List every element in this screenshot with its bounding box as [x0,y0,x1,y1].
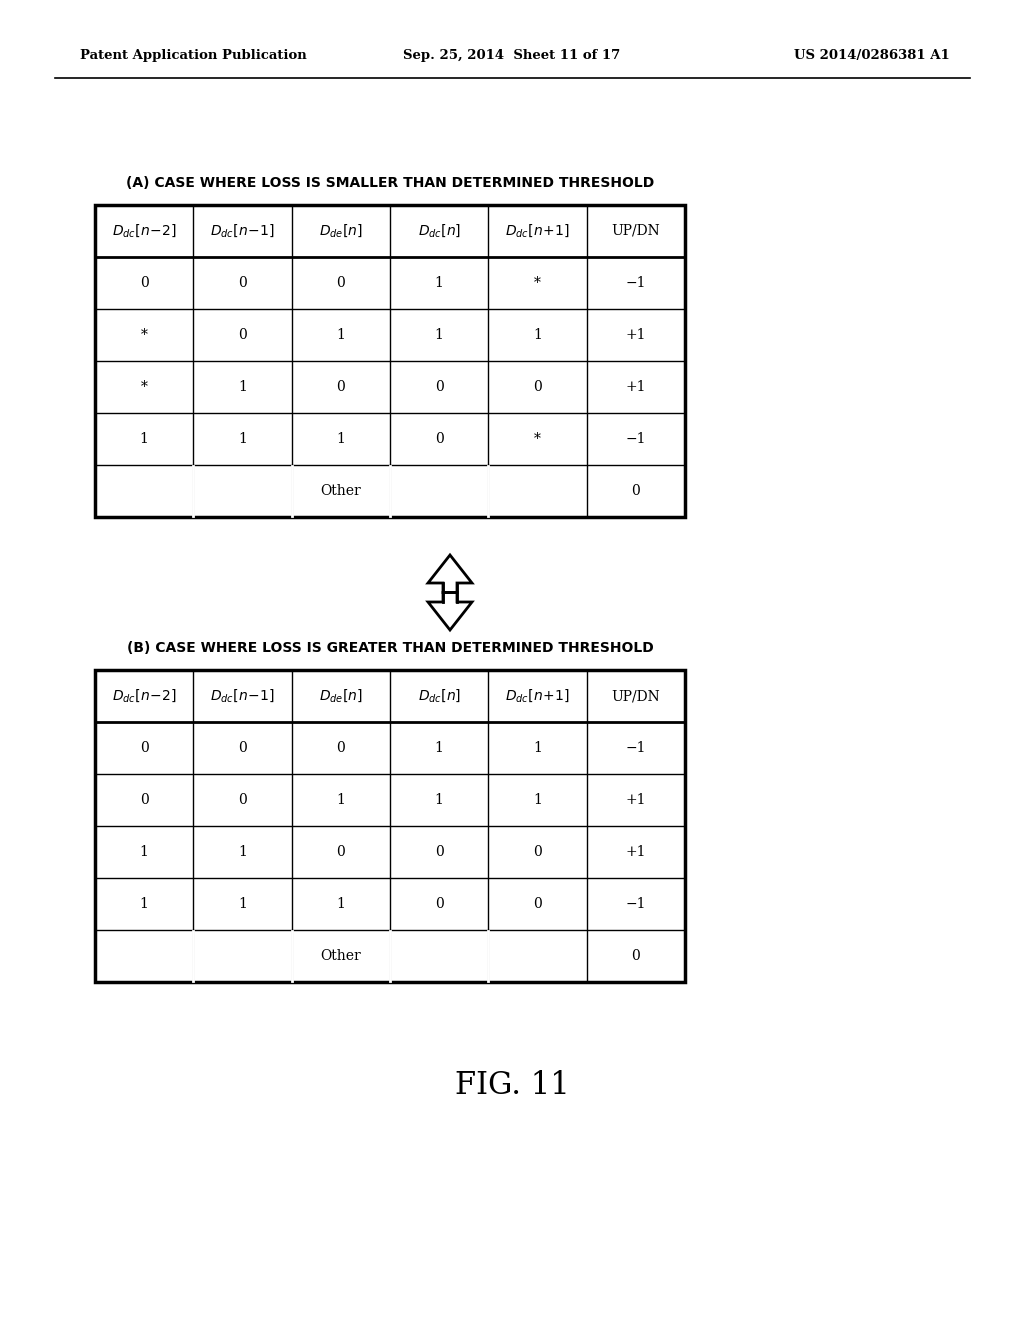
Text: 1: 1 [238,845,247,859]
Text: 1: 1 [238,380,247,393]
Text: 0: 0 [632,949,640,964]
Text: 0: 0 [435,380,443,393]
Text: US 2014/0286381 A1: US 2014/0286381 A1 [795,49,950,62]
Text: −1: −1 [626,898,646,911]
Text: 1: 1 [534,327,542,342]
Text: 0: 0 [337,276,345,290]
Text: 0: 0 [239,327,247,342]
Text: Sep. 25, 2014  Sheet 11 of 17: Sep. 25, 2014 Sheet 11 of 17 [403,49,621,62]
Text: 0: 0 [534,380,542,393]
Text: 1: 1 [534,793,542,807]
Text: 1: 1 [435,793,443,807]
Text: 0: 0 [435,898,443,911]
Text: 1: 1 [337,432,345,446]
Text: 1: 1 [337,327,345,342]
Text: $D_{de}[n]$: $D_{de}[n]$ [318,688,362,705]
Text: 0: 0 [239,276,247,290]
Text: 0: 0 [239,741,247,755]
Text: 0: 0 [140,741,148,755]
Text: 1: 1 [435,276,443,290]
Text: +1: +1 [626,327,646,342]
Text: −1: −1 [626,432,646,446]
Text: (B) CASE WHERE LOSS IS GREATER THAN DETERMINED THRESHOLD: (B) CASE WHERE LOSS IS GREATER THAN DETE… [127,642,653,655]
Text: −1: −1 [626,276,646,290]
Text: 0: 0 [435,432,443,446]
Text: −1: −1 [626,741,646,755]
Text: UP/DN: UP/DN [611,224,660,238]
Text: 1: 1 [337,793,345,807]
Text: 0: 0 [632,484,640,498]
Bar [95,671,685,982]
Text: 1: 1 [139,845,148,859]
Text: (A) CASE WHERE LOSS IS SMALLER THAN DETERMINED THRESHOLD: (A) CASE WHERE LOSS IS SMALLER THAN DETE… [126,176,654,190]
Text: 1: 1 [435,741,443,755]
Text: FIG. 11: FIG. 11 [455,1069,569,1101]
Text: 1: 1 [337,898,345,911]
Text: 0: 0 [337,380,345,393]
Text: $D_{dc}[n\!-\!2]$: $D_{dc}[n\!-\!2]$ [112,223,176,239]
Text: Other: Other [321,949,361,964]
Text: 0: 0 [337,741,345,755]
Text: UP/DN: UP/DN [611,689,660,704]
Text: *: * [535,432,541,446]
Text: $D_{dc}[n]$: $D_{dc}[n]$ [418,223,461,239]
Text: *: * [140,380,147,393]
Text: $D_{dc}[n\!-\!2]$: $D_{dc}[n\!-\!2]$ [112,688,176,705]
Text: 1: 1 [534,741,542,755]
Text: *: * [140,327,147,342]
Text: 1: 1 [139,432,148,446]
Text: 1: 1 [238,898,247,911]
Text: $D_{dc}[n]$: $D_{dc}[n]$ [418,688,461,705]
Text: $D_{dc}[n\!-\!1]$: $D_{dc}[n\!-\!1]$ [210,688,274,705]
Text: 0: 0 [435,845,443,859]
Text: 0: 0 [534,845,542,859]
Text: 0: 0 [140,276,148,290]
Text: $D_{de}[n]$: $D_{de}[n]$ [318,223,362,239]
Text: *: * [535,276,541,290]
Text: +1: +1 [626,845,646,859]
Text: 0: 0 [239,793,247,807]
Text: $D_{dc}[n\!-\!1]$: $D_{dc}[n\!-\!1]$ [210,223,274,239]
Text: +1: +1 [626,793,646,807]
Bar [443,587,457,598]
Text: 1: 1 [238,432,247,446]
Text: 0: 0 [140,793,148,807]
Text: 0: 0 [534,898,542,911]
Text: Patent Application Publication: Patent Application Publication [80,49,307,62]
Text: 1: 1 [139,898,148,911]
Bar [95,205,685,517]
Text: Other: Other [321,484,361,498]
Text: +1: +1 [626,380,646,393]
Text: 0: 0 [337,845,345,859]
Text: 1: 1 [435,327,443,342]
Text: $D_{dc}[n\!+\!1]$: $D_{dc}[n\!+\!1]$ [505,223,569,239]
Text: $D_{dc}[n\!+\!1]$: $D_{dc}[n\!+\!1]$ [505,688,569,705]
